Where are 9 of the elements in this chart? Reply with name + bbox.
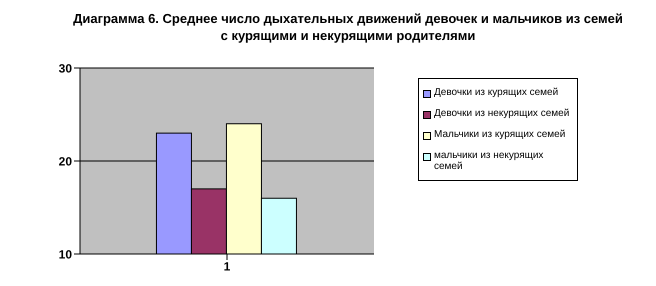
- legend-label: Девочки из некурящих семей: [434, 108, 570, 119]
- legend-label: Девочки из курящих семей: [434, 87, 558, 98]
- legend-label: Мальчики из курящих семей: [434, 129, 566, 140]
- y-tick-label: 10: [58, 247, 72, 262]
- y-tick-label: 30: [58, 61, 72, 76]
- chart-title: Диаграмма 6. Среднее число дыхательных движений девочек и мальчиков из семей с курящими и некурящими родителями: [72, 10, 624, 44]
- legend-label: мальчики из некурящих семей: [434, 150, 544, 172]
- x-tick-label: 1: [224, 260, 231, 274]
- y-tick-label: 20: [58, 154, 72, 168]
